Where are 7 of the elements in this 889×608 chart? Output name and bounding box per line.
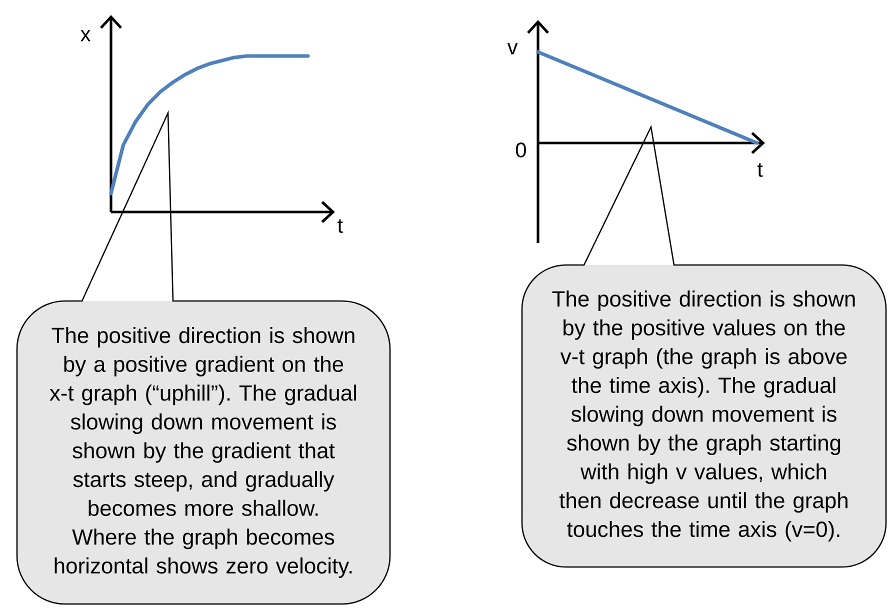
x-axis-title: t: [757, 163, 763, 177]
y-axis-title: x: [80, 30, 91, 42]
x-axis-title: t: [338, 219, 343, 233]
text: The positive direction is shown by a positive gradient on the x-t graph (“uphill”). The gradual slowing down movement is shown by the gradient that starts steep, and gradually becomes more shallow. Where the graph becomes horizontal shows zero velocity.: [50, 327, 356, 578]
y-axis-title: v: [507, 43, 518, 54]
text: The positive direction is shown by the positive values on the v-t graph (the graph is above the time axis). The gradual slowing down movement is shown by the graph starting with high v values, which then decrease until the graph touches the time axis (v=0).: [552, 290, 855, 542]
annotation: 0: [516, 142, 526, 158]
